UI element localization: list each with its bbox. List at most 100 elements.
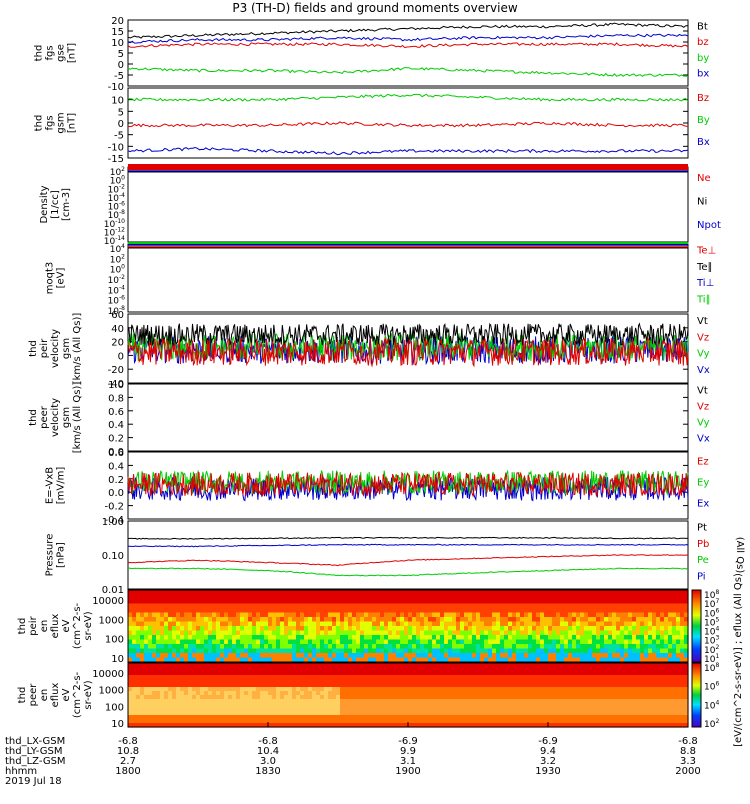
electron-spectrogram-cell <box>520 679 525 684</box>
electron-spectrogram-cell <box>608 683 613 688</box>
ion-spectrogram-cell <box>560 621 565 627</box>
electron-spectrogram-cell <box>612 715 617 720</box>
electron-spectrogram-cell <box>608 699 613 704</box>
electron-spectrogram-cell <box>380 687 385 692</box>
electron-spectrogram-cell <box>504 715 509 720</box>
electron-spectrogram-cell <box>504 679 509 684</box>
ion-spectrogram-cell <box>568 653 573 659</box>
ion-spectrogram-cell <box>640 594 645 600</box>
ion-spectrogram-cell <box>400 599 405 605</box>
electron-spectrogram-cell <box>312 679 317 684</box>
tick-exponent: 4 <box>715 626 719 633</box>
ion-spectrogram-cell <box>556 608 561 614</box>
electron-spectrogram-cell <box>412 671 417 676</box>
ion-spectrogram-cell <box>168 635 173 641</box>
ion-spectrogram-cell <box>372 653 377 659</box>
electron-spectrogram-cell <box>408 667 413 672</box>
ion-spectrogram-cell <box>668 603 673 609</box>
ion-spectrogram-cell <box>200 630 205 636</box>
electron-spectrogram-cell <box>132 687 137 692</box>
electron-spectrogram-cell <box>156 699 161 704</box>
ion-spectrogram-cell <box>400 617 405 623</box>
ion-spectrogram-cell <box>204 635 209 641</box>
electron-spectrogram-cell <box>560 715 565 720</box>
electron-spectrogram-cell <box>396 679 401 684</box>
electron-spectrogram-cell <box>220 711 225 716</box>
ion-spectrogram-cell <box>588 648 593 654</box>
electron-spectrogram-cell <box>288 691 293 696</box>
ion-spectrogram-cell <box>424 657 429 663</box>
electron-spectrogram-cell <box>336 667 341 672</box>
ion-spectrogram-cell <box>208 612 213 618</box>
ion-spectrogram-cell <box>300 630 305 636</box>
ion-spectrogram-cell <box>672 617 677 623</box>
ion-spectrogram-cell <box>272 590 277 596</box>
electron-spectrogram-cell <box>288 679 293 684</box>
ion-spectrogram-cell <box>608 603 613 609</box>
ion-spectrogram-cell <box>224 653 229 659</box>
ion-spectrogram-cell <box>624 653 629 659</box>
ion-spectrogram-cell <box>616 648 621 654</box>
ion-spectrogram-cell <box>336 639 341 645</box>
electron-spectrogram-cell <box>216 707 221 712</box>
ion-spectrogram-cell <box>396 608 401 614</box>
electron-spectrogram-cell <box>236 667 241 672</box>
ion-spectrogram-cell <box>592 612 597 618</box>
electron-spectrogram-cell <box>612 695 617 700</box>
electron-spectrogram-cell <box>656 663 661 668</box>
electron-spectrogram-cell <box>376 675 381 680</box>
ion-spectrogram-cell <box>380 590 385 596</box>
ion-spectrogram-cell <box>428 617 433 623</box>
electron-spectrogram-cell <box>456 703 461 708</box>
ion-spectrogram-cell <box>264 594 269 600</box>
electron-spectrogram-cell <box>360 719 365 724</box>
electron-spectrogram-cell <box>272 663 277 668</box>
electron-spectrogram-cell <box>464 723 469 728</box>
electron-spectrogram-cell <box>132 707 137 712</box>
ion-spectrogram-cell <box>184 612 189 618</box>
electron-spectrogram-cell <box>360 687 365 692</box>
electron-spectrogram-cell <box>220 719 225 724</box>
ion-spectrogram-cell <box>320 603 325 609</box>
electron-spectrogram-cell <box>664 699 669 704</box>
ion-spectrogram-cell <box>608 635 613 641</box>
electron-spectrogram-cell <box>308 663 313 668</box>
electron-spectrogram-cell <box>296 695 301 700</box>
ion-spectrogram-cell <box>552 594 557 600</box>
ion-spectrogram-cell <box>532 635 537 641</box>
ion-spectrogram-cell <box>372 599 377 605</box>
ion-spectrogram-cell <box>224 626 229 632</box>
ion-spectrogram-cell <box>240 630 245 636</box>
ion-spectrogram-label: peir <box>28 615 39 635</box>
ion-spectrogram-cell <box>164 648 169 654</box>
electron-spectrogram-cell <box>216 667 221 672</box>
ion-spectrogram-cell <box>600 653 605 659</box>
ion-spectrogram-cell <box>192 635 197 641</box>
ion-spectrogram-cell <box>288 648 293 654</box>
ion-spectrogram-cell <box>600 594 605 600</box>
electron-spectrogram-cell <box>584 719 589 724</box>
electron-spectrogram-cell <box>568 703 573 708</box>
ion-spectrogram-cell <box>156 653 161 659</box>
ion-spectrogram-cell <box>472 653 477 659</box>
ion-spectrogram-cell <box>428 594 433 600</box>
electron-spectrogram-cell <box>368 667 373 672</box>
ion-spectrogram-cell <box>220 608 225 614</box>
ion-spectrogram-cell <box>488 635 493 641</box>
ion-spectrogram-cell <box>404 621 409 627</box>
electron-spectrogram-cell <box>348 675 353 680</box>
electron-spectrogram-cell <box>328 683 333 688</box>
ion-spectrogram-cell <box>480 608 485 614</box>
tick-base: 10 <box>110 168 122 178</box>
ion-spectrogram-cell <box>452 626 457 632</box>
ion-spectrogram-cell <box>424 608 429 614</box>
electron-spectrogram-cell <box>196 695 201 700</box>
electron-spectrogram-cell <box>352 715 357 720</box>
ion-spectrogram-cell <box>236 594 241 600</box>
ion-spectrogram-cell <box>148 630 153 636</box>
ion-spectrogram-cell <box>504 594 509 600</box>
ion-spectrogram-cell <box>352 648 357 654</box>
electron-spectrogram-cell <box>264 723 269 728</box>
ion-spectrogram-cell <box>656 594 661 600</box>
ion-spectrogram-cell <box>160 657 165 663</box>
